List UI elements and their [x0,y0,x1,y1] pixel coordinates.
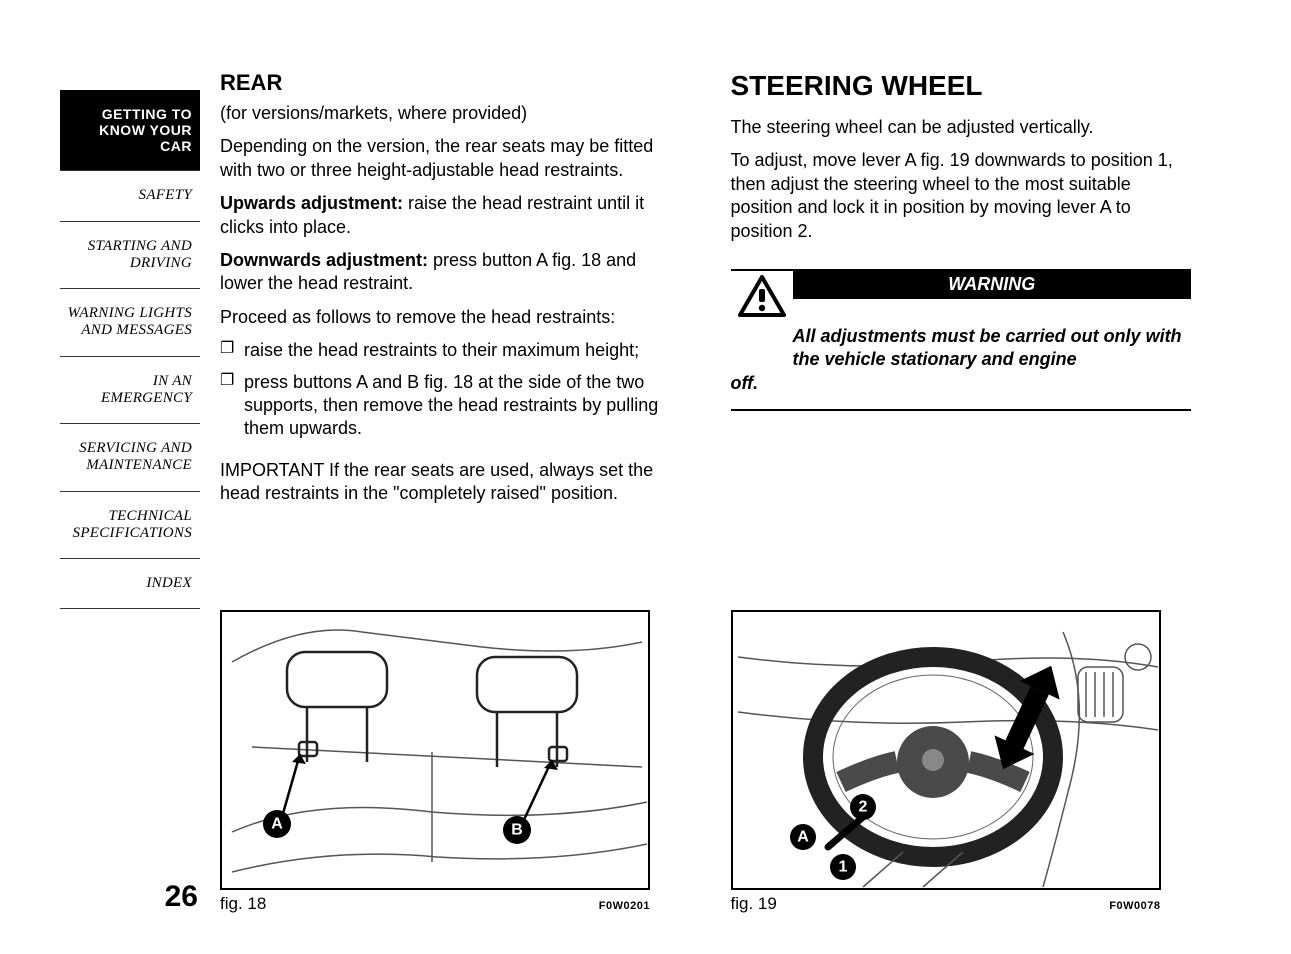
fig19-caption: fig. 19 [731,894,777,914]
fig19-label-a: A [797,829,809,846]
figure-18-wrap: A B fig. 18 F0W0201 [220,610,681,914]
rear-p2: Proceed as follows to remove the head re… [220,306,681,329]
tab-starting-driving[interactable]: STARTING ANDDRIVING [60,222,200,290]
rear-downwards: Downwards adjustment: press button A fig… [220,249,681,296]
fig18-label-a: A [271,816,283,833]
fig18-label-b: B [511,822,523,839]
fig19-code: F0W0078 [1109,900,1160,912]
fig19-label-2: 2 [858,799,867,816]
steering-p2: To adjust, move lever A fig. 19 downward… [731,149,1192,243]
right-column: STEERING WHEEL The steering wheel can be… [731,70,1232,914]
tab-getting-to-know[interactable]: GETTING TOKNOW YOUR CAR [60,90,200,171]
figure-19-wrap: A 1 2 fig. 19 F0W0078 [731,610,1192,914]
figure-19: A 1 2 [731,610,1161,890]
upwards-label: Upwards adjustment: [220,193,403,213]
steering-p1: The steering wheel can be adjusted verti… [731,116,1192,139]
warning-text-2: off. [731,372,1184,395]
rear-upwards: Upwards adjustment: raise the head restr… [220,192,681,239]
warning-text-1: All adjustments must be carried out only… [793,325,1184,372]
page-number: 26 [60,880,200,914]
manual-page: GETTING TOKNOW YOUR CAR SAFETY STARTING … [60,70,1231,914]
rear-p1: Depending on the version, the rear seats… [220,135,681,182]
fig18-caption: fig. 18 [220,894,266,914]
warning-title: WARNING [793,271,1192,299]
list-item: press buttons A and B fig. 18 at the sid… [220,371,681,441]
tab-warning-lights[interactable]: WARNING LIGHTSAND MESSAGES [60,289,200,357]
tab-emergency[interactable]: IN AN EMERGENCY [60,357,200,425]
warning-body: All adjustments must be carried out only… [731,319,1192,409]
figure-18: A B [220,610,650,890]
sidebar-tabs: GETTING TOKNOW YOUR CAR SAFETY STARTING … [60,70,200,914]
left-column: REAR (for versions/markets, where provid… [220,70,681,914]
list-item: raise the head restraints to their maxim… [220,339,681,362]
rear-bullets: raise the head restraints to their maxim… [220,339,681,449]
content-area: REAR (for versions/markets, where provid… [200,70,1231,914]
warning-box: WARNING All adjustments must be carried … [731,269,1192,411]
warning-icon [731,271,793,319]
rear-title: REAR [220,70,681,96]
downwards-label: Downwards adjustment: [220,250,428,270]
fig19-label-1: 1 [838,859,847,876]
tab-servicing[interactable]: SERVICING ANDMAINTENANCE [60,424,200,492]
tab-index[interactable]: INDEX [60,559,200,609]
steering-title: STEERING WHEEL [731,70,1192,102]
rear-subtitle: (for versions/markets, where provided) [220,102,681,125]
tab-technical[interactable]: TECHNICALSPECIFICATIONS [60,492,200,560]
fig18-code: F0W0201 [599,900,650,912]
rear-important: IMPORTANT If the rear seats are used, al… [220,459,681,506]
tab-safety[interactable]: SAFETY [60,171,200,221]
